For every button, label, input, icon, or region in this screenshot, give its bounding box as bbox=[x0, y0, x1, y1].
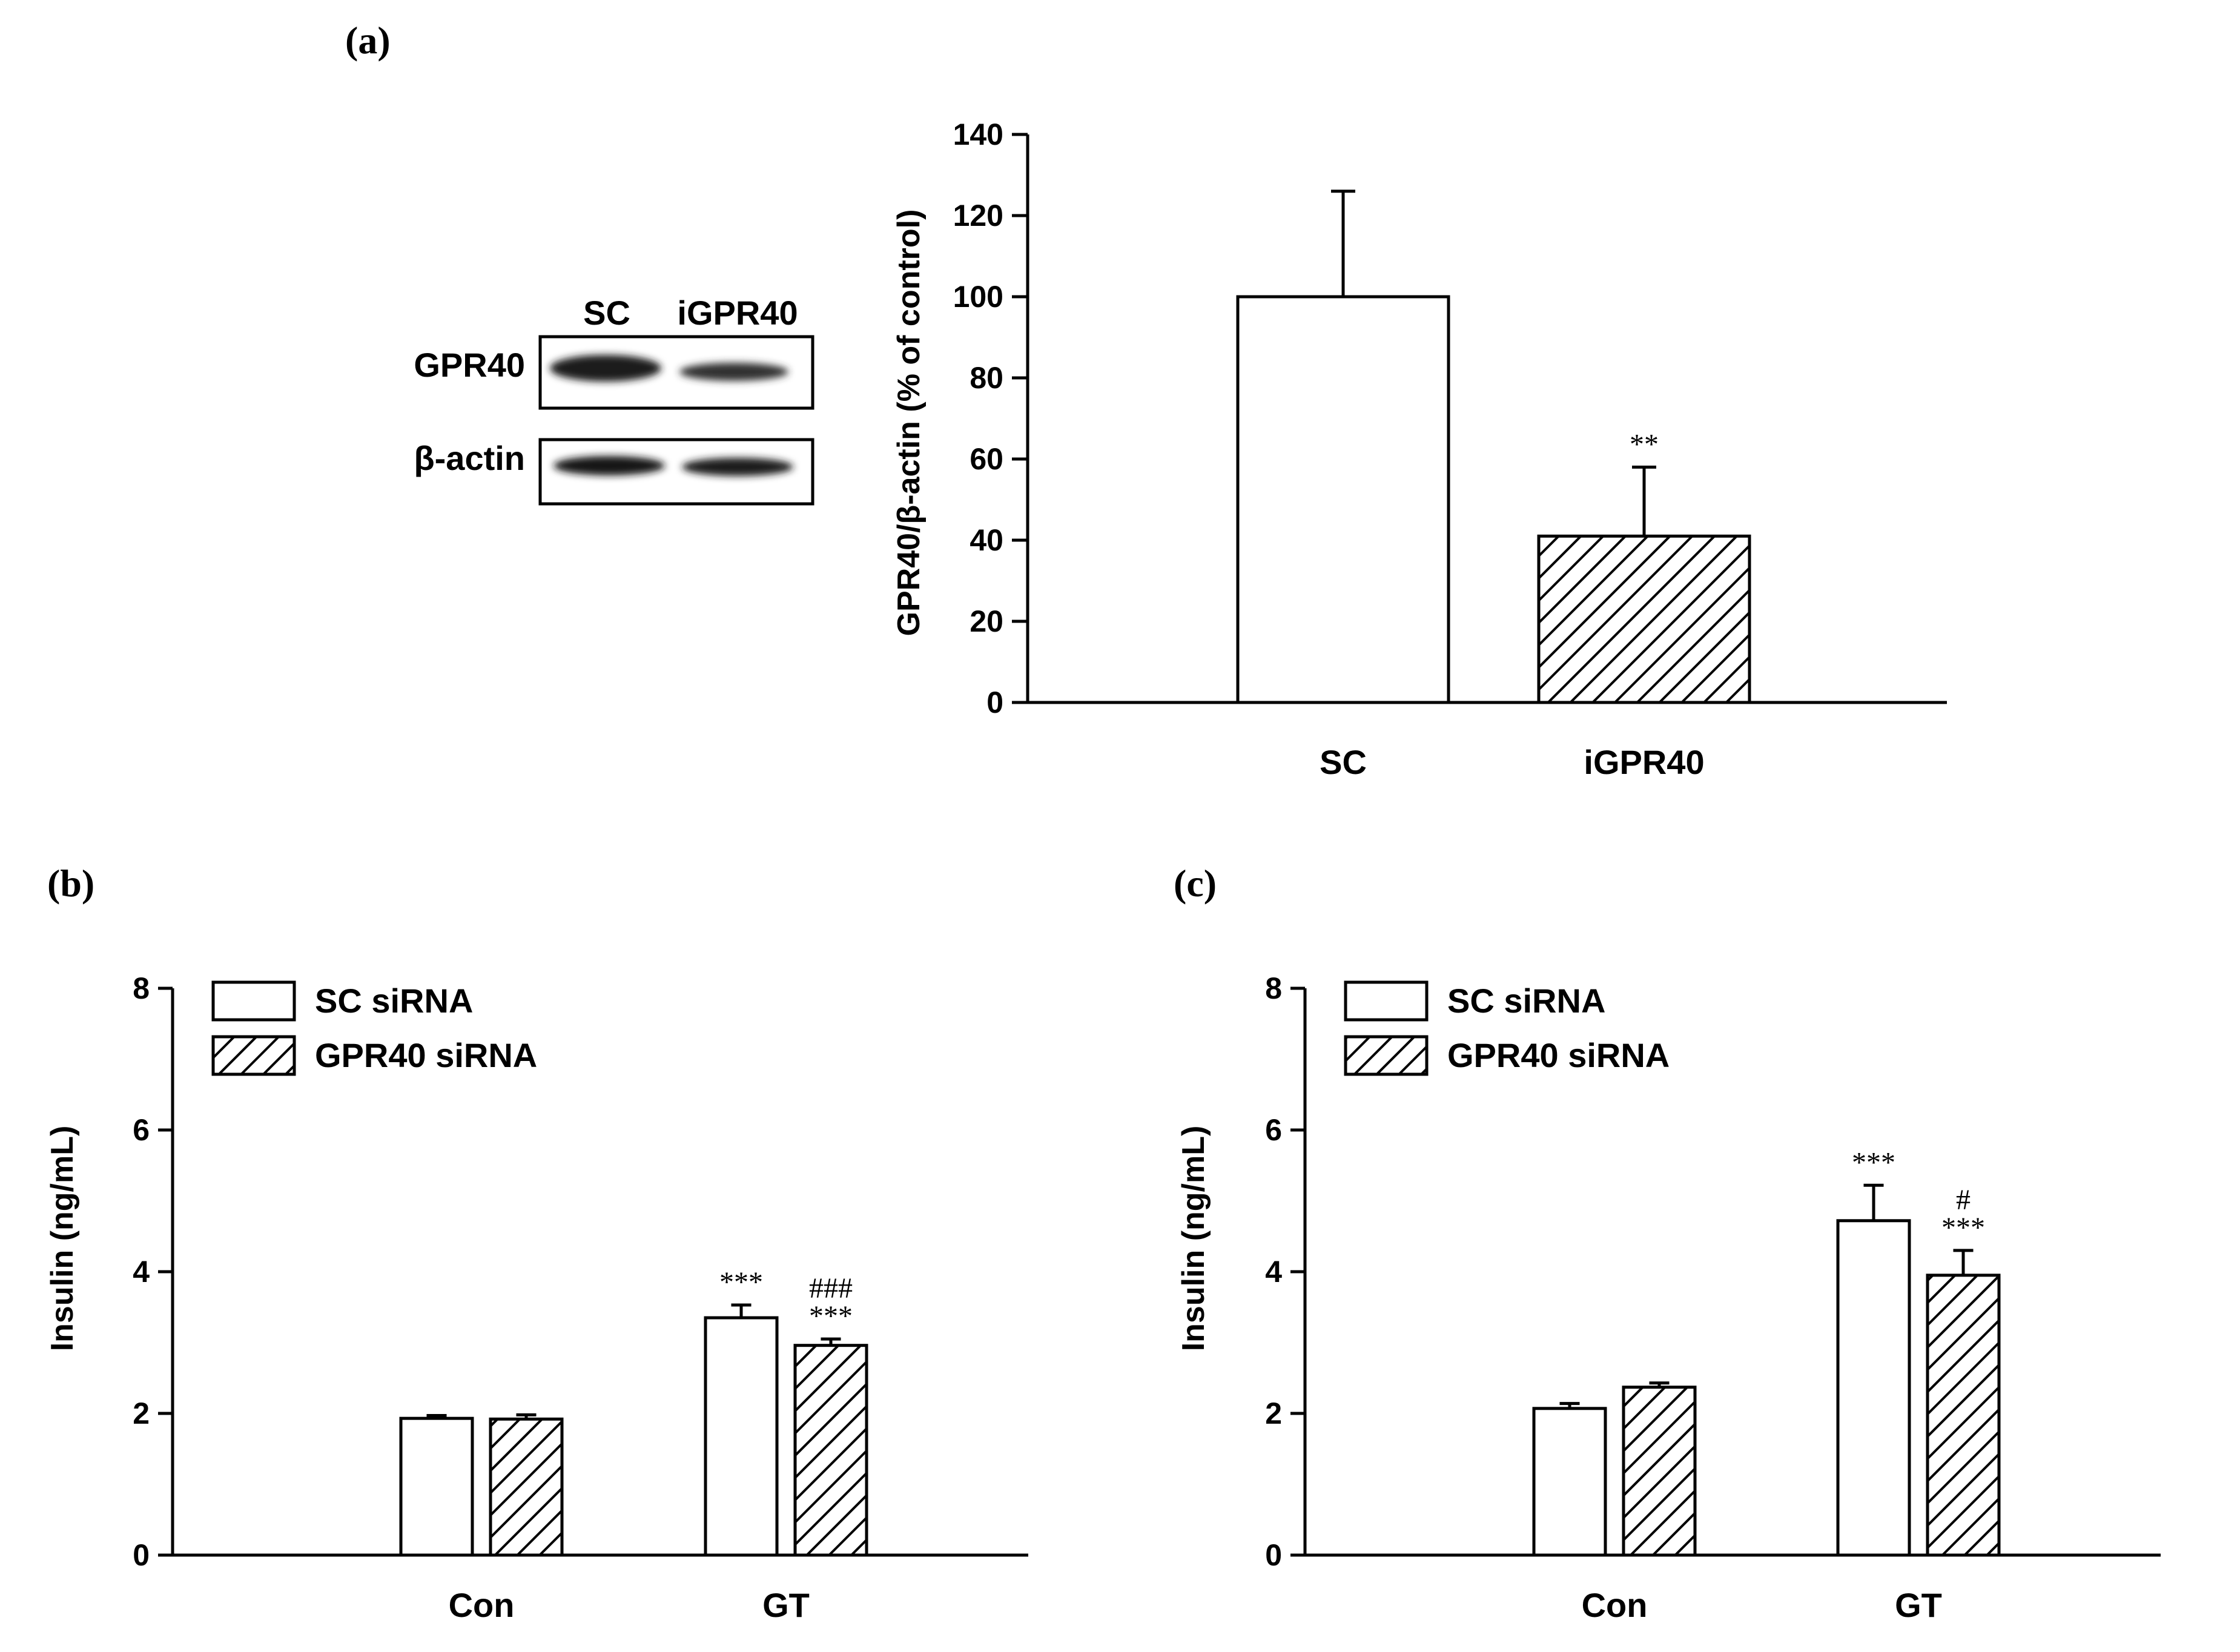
bar-a-igpr40 bbox=[1537, 534, 1751, 704]
band-gpr40-igpr40 bbox=[679, 363, 788, 381]
legend-label-b-sc-sirna: SC siRNA bbox=[315, 982, 473, 1020]
legend-swatch-c-sc-sirna bbox=[1344, 980, 1429, 1022]
blot-lane-label-sc: SC bbox=[583, 294, 630, 332]
significance-label-a-igpr40-0: ** bbox=[1630, 428, 1659, 460]
x-category-label-c-con: Con bbox=[1582, 1586, 1648, 1624]
y-tick-label-a-120: 120 bbox=[953, 199, 1003, 233]
y-tick-label-b-6: 6 bbox=[133, 1113, 150, 1147]
panel-label-a: (a) bbox=[345, 19, 391, 62]
y-tick-label-a-140: 140 bbox=[953, 117, 1003, 151]
x-category-label-a-sc: SC bbox=[1320, 743, 1367, 781]
significance-label-b-gt-sc-sirna-0: *** bbox=[719, 1266, 763, 1298]
y-tick-label-b-2: 2 bbox=[133, 1396, 150, 1430]
legend-swatch-c-gpr40-sirna bbox=[1344, 1035, 1429, 1076]
bar-b-gt-gpr40-sirna bbox=[793, 1344, 868, 1557]
bar-c-con-sc-sirna bbox=[1532, 1407, 1607, 1557]
legend-label-c-sc-sirna: SC siRNA bbox=[1447, 982, 1605, 1020]
y-tick-label-b-8: 8 bbox=[133, 971, 150, 1005]
x-category-label-a-igpr40: iGPR40 bbox=[1584, 743, 1704, 781]
y-tick-label-c-6: 6 bbox=[1265, 1113, 1282, 1147]
significance-label-c-gt-gpr40-sirna-0: # bbox=[1956, 1184, 1971, 1216]
legend-label-c-gpr40-sirna: GPR40 siRNA bbox=[1447, 1036, 1670, 1074]
x-category-label-b-gt: GT bbox=[762, 1586, 810, 1624]
significance-label-b-gt-gpr40-sirna-0: ### bbox=[809, 1272, 853, 1304]
y-tick-label-c-0: 0 bbox=[1265, 1538, 1282, 1572]
chart-a: GPR40/β-actin (% of control) 0 20 40 60 80 10… bbox=[891, 117, 1947, 781]
blot-lane-label-igpr40: iGPR40 bbox=[677, 294, 798, 332]
y-axis-title-a: GPR40/β-actin (% of control) bbox=[891, 210, 927, 636]
y-tick-label-a-40: 40 bbox=[970, 523, 1003, 557]
band-actin-sc bbox=[553, 456, 665, 475]
panel-label-c: (c) bbox=[1174, 862, 1217, 905]
x-category-label-b-con: Con bbox=[449, 1586, 515, 1624]
bar-b-con-gpr40-sirna bbox=[489, 1417, 564, 1557]
y-tick-label-c-2: 2 bbox=[1265, 1396, 1282, 1430]
western-blot: SC iGPR40 GPR40 β-actin bbox=[414, 294, 814, 506]
y-tick-label-a-60: 60 bbox=[970, 442, 1003, 476]
legend-swatch-b-gpr40-sirna bbox=[211, 1035, 296, 1076]
y-axis-title-b: Insulin (ng/mL) bbox=[45, 1126, 80, 1352]
y-tick-label-c-8: 8 bbox=[1265, 971, 1282, 1005]
legend-label-b-gpr40-sirna: GPR40 siRNA bbox=[315, 1036, 537, 1074]
band-gpr40-sc bbox=[550, 355, 661, 382]
y-tick-label-b-4: 4 bbox=[133, 1255, 150, 1289]
bar-b-con-sc-sirna bbox=[399, 1416, 474, 1557]
significance-label-c-gt-sc-sirna-0: *** bbox=[1852, 1146, 1895, 1178]
significance-label-b-gt-gpr40-sirna-1: *** bbox=[809, 1300, 853, 1332]
significance-label-c-gt-gpr40-sirna-1: *** bbox=[1941, 1212, 1985, 1244]
y-axis-title-c: Insulin (ng/mL) bbox=[1176, 1126, 1211, 1352]
bar-a-sc bbox=[1236, 295, 1450, 704]
y-tick-label-a-20: 20 bbox=[970, 604, 1003, 638]
y-tick-label-a-80: 80 bbox=[970, 361, 1003, 395]
bar-b-gt-sc-sirna bbox=[704, 1316, 779, 1557]
blot-row-label-gpr40: GPR40 bbox=[414, 346, 525, 384]
panel-label-b: (b) bbox=[47, 862, 94, 905]
bar-c-con-gpr40-sirna bbox=[1622, 1386, 1697, 1557]
y-tick-label-b-0: 0 bbox=[133, 1538, 150, 1572]
bar-c-gt-sc-sirna bbox=[1836, 1219, 1911, 1557]
y-tick-label-c-4: 4 bbox=[1265, 1255, 1282, 1289]
bar-c-gt-gpr40-sirna bbox=[1926, 1274, 2001, 1557]
y-tick-label-a-100: 100 bbox=[953, 280, 1003, 314]
y-tick-label-a-0: 0 bbox=[986, 686, 1003, 719]
blot-row-label-beta-actin: β-actin bbox=[414, 439, 525, 477]
band-actin-igpr40 bbox=[682, 458, 793, 476]
x-category-label-c-gt: GT bbox=[1895, 1586, 1942, 1624]
legend-swatch-b-sc-sirna bbox=[211, 980, 296, 1022]
